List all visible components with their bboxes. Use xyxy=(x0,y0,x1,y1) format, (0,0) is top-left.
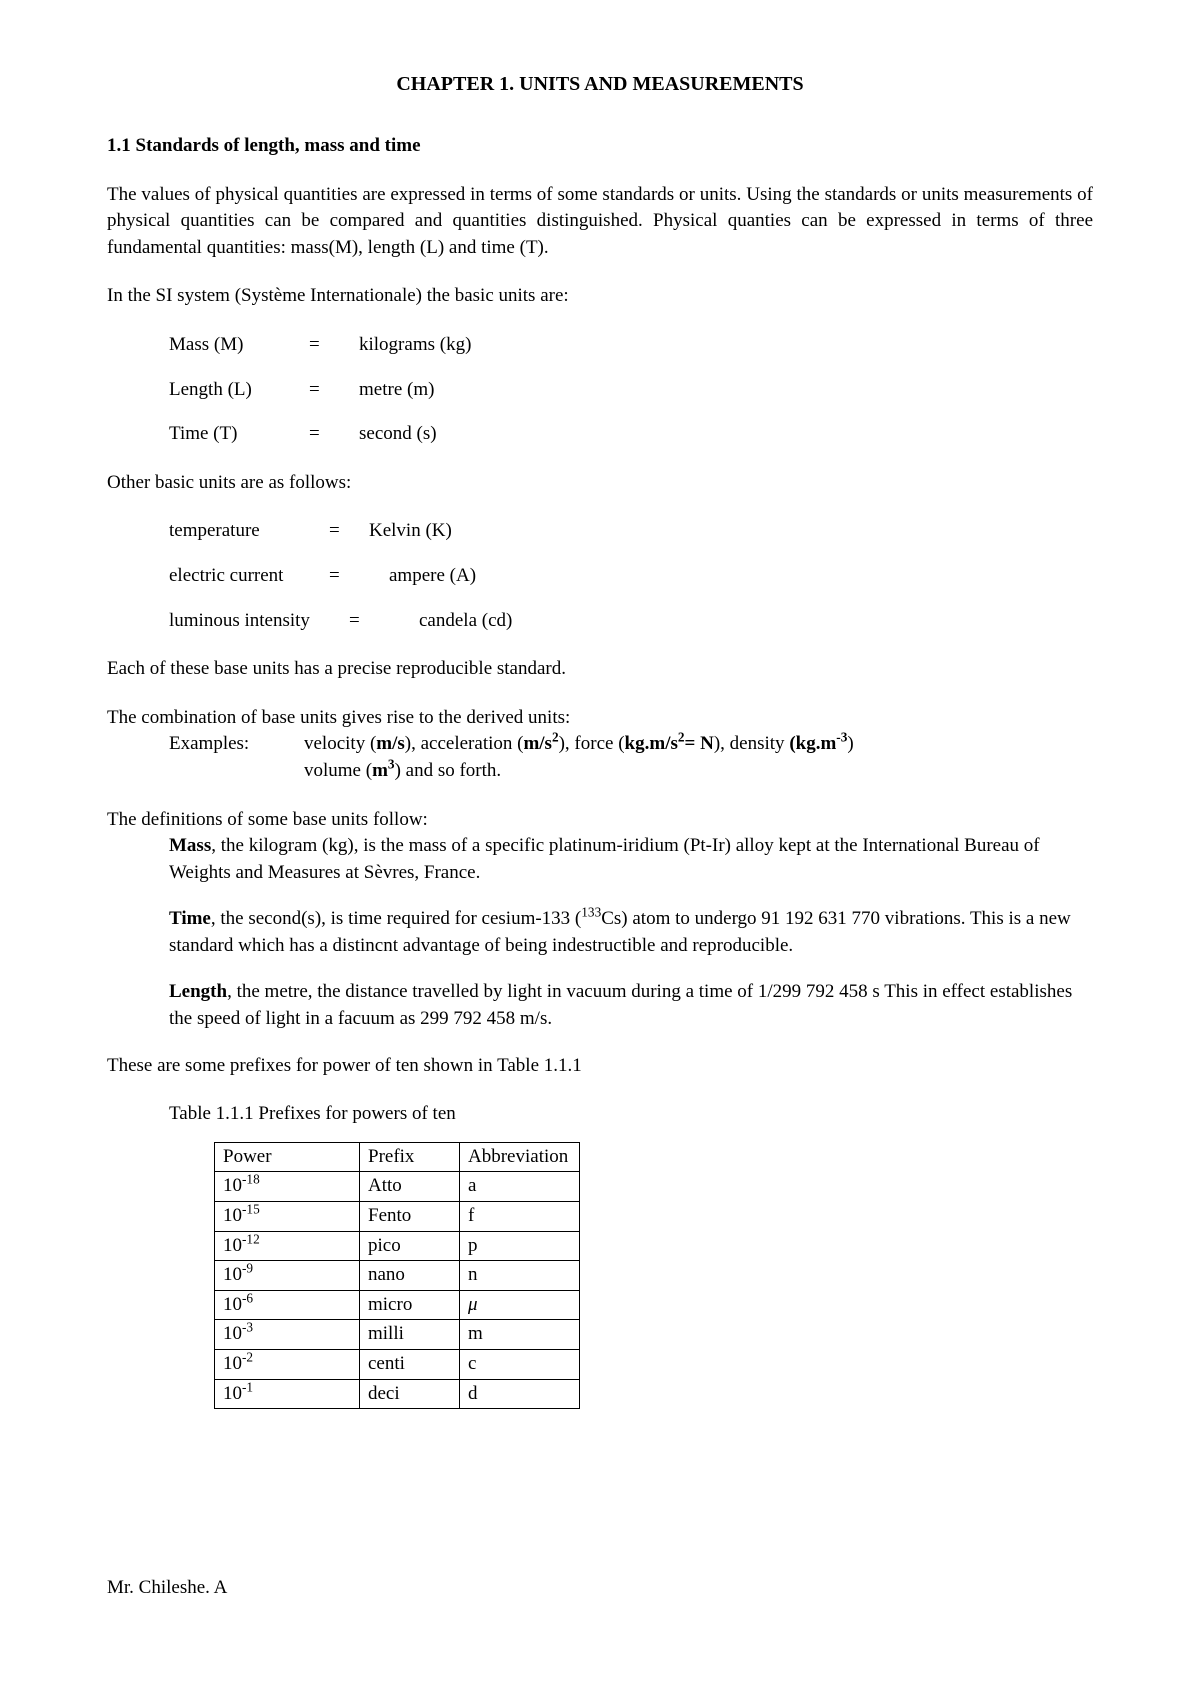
examples-label: Examples: xyxy=(169,731,304,758)
cell-power: 10-3 xyxy=(215,1320,360,1350)
prefix-table: Power Prefix Abbreviation 10-18Attoa10-1… xyxy=(214,1142,580,1409)
unit-value: ampere (A) xyxy=(389,563,476,590)
table-row: 10-1decid xyxy=(215,1379,580,1409)
def-length-label: Length xyxy=(169,981,227,1002)
paragraph-other-units: Other basic units are as follows: xyxy=(107,470,1093,497)
table-header-row: Power Prefix Abbreviation xyxy=(215,1142,580,1172)
paragraph-si-intro: In the SI system (Système Internationale… xyxy=(107,283,1093,310)
other-units-list: temperature = Kelvin (K) electric curren… xyxy=(169,518,1093,634)
unit-name: Mass (M) xyxy=(169,332,309,359)
def-mass-label: Mass xyxy=(169,835,211,856)
col-header-abbr: Abbreviation xyxy=(460,1142,580,1172)
unit-eq: = xyxy=(309,332,359,359)
cell-power: 10-18 xyxy=(215,1172,360,1202)
cell-power: 10-12 xyxy=(215,1231,360,1261)
cell-power: 10-9 xyxy=(215,1261,360,1291)
unit-row-current: electric current = ampere (A) xyxy=(169,563,1093,590)
paragraph-prefix-intro: These are some prefixes for power of ten… xyxy=(107,1053,1093,1080)
paragraph-reproducible: Each of these base units has a precise r… xyxy=(107,656,1093,683)
definition-mass: Mass, the kilogram (kg), is the mass of … xyxy=(169,833,1093,886)
def-length-text: , the metre, the distance travelled by l… xyxy=(169,981,1072,1029)
def-mass-text: , the kilogram (kg), is the mass of a sp… xyxy=(169,835,1040,883)
col-header-prefix: Prefix xyxy=(360,1142,460,1172)
cell-prefix: deci xyxy=(360,1379,460,1409)
unit-row-mass: Mass (M) = kilograms (kg) xyxy=(169,332,1093,359)
examples-text: velocity (m/s), acceleration (m/s2), for… xyxy=(304,731,1093,758)
table-row: 10-9nanon xyxy=(215,1261,580,1291)
unit-row-length: Length (L) = metre (m) xyxy=(169,377,1093,404)
cell-prefix: pico xyxy=(360,1231,460,1261)
chapter-title: CHAPTER 1. UNITS AND MEASUREMENTS xyxy=(107,70,1093,98)
unit-row-luminous: luminous intensity = candela (cd) xyxy=(169,608,1093,635)
table-row: 10-18Attoa xyxy=(215,1172,580,1202)
col-header-power: Power xyxy=(215,1142,360,1172)
paragraph-derived-intro: The combination of base units gives rise… xyxy=(107,705,1093,732)
cell-power: 10-15 xyxy=(215,1202,360,1232)
unit-value: candela (cd) xyxy=(419,608,512,635)
table-caption: Table 1.1.1 Prefixes for powers of ten xyxy=(169,1101,1093,1128)
examples-block: Examples: velocity (m/s), acceleration (… xyxy=(169,731,1093,784)
base-units-list: Mass (M) = kilograms (kg) Length (L) = m… xyxy=(169,332,1093,448)
unit-name: temperature xyxy=(169,518,329,545)
cell-prefix: micro xyxy=(360,1290,460,1320)
paragraph-intro: The values of physical quantities are ex… xyxy=(107,182,1093,262)
unit-name: Length (L) xyxy=(169,377,309,404)
cell-abbr: p xyxy=(460,1231,580,1261)
cell-abbr: d xyxy=(460,1379,580,1409)
unit-name: luminous intensity xyxy=(169,608,349,635)
unit-eq: = xyxy=(309,377,359,404)
unit-row-temperature: temperature = Kelvin (K) xyxy=(169,518,1093,545)
cell-power: 10-6 xyxy=(215,1290,360,1320)
cell-prefix: Fento xyxy=(360,1202,460,1232)
table-row: 10-3millim xyxy=(215,1320,580,1350)
def-time-text: , the second(s), is time required for ce… xyxy=(169,908,1071,956)
cell-abbr: n xyxy=(460,1261,580,1291)
cell-abbr: m xyxy=(460,1320,580,1350)
table-row: 10-2centic xyxy=(215,1350,580,1380)
unit-value: second (s) xyxy=(359,421,1093,448)
cell-abbr: f xyxy=(460,1202,580,1232)
cell-abbr: a xyxy=(460,1172,580,1202)
cell-abbr: c xyxy=(460,1350,580,1380)
unit-eq: = xyxy=(329,563,389,590)
page-footer-author: Mr. Chileshe. A xyxy=(107,1575,227,1602)
table-row: 10-6microμ xyxy=(215,1290,580,1320)
unit-eq: = xyxy=(349,608,419,635)
unit-name: Time (T) xyxy=(169,421,309,448)
cell-prefix: centi xyxy=(360,1350,460,1380)
unit-row-time: Time (T) = second (s) xyxy=(169,421,1093,448)
paragraph-definitions-intro: The definitions of some base units follo… xyxy=(107,807,1093,834)
cell-prefix: milli xyxy=(360,1320,460,1350)
unit-value: kilograms (kg) xyxy=(359,332,1093,359)
cell-prefix: nano xyxy=(360,1261,460,1291)
definition-length: Length, the metre, the distance travelle… xyxy=(169,979,1093,1032)
table-row: 10-15Fentof xyxy=(215,1202,580,1232)
cell-power: 10-1 xyxy=(215,1379,360,1409)
cell-prefix: Atto xyxy=(360,1172,460,1202)
table-row: 10-12picop xyxy=(215,1231,580,1261)
cell-power: 10-2 xyxy=(215,1350,360,1380)
unit-name: electric current xyxy=(169,563,329,590)
section-heading: 1.1 Standards of length, mass and time xyxy=(107,133,1093,160)
unit-eq: = xyxy=(329,518,369,545)
definition-time: Time, the second(s), is time required fo… xyxy=(169,906,1093,959)
examples-text-2: volume (m3) and so forth. xyxy=(304,758,1093,785)
unit-eq: = xyxy=(309,421,359,448)
unit-value: Kelvin (K) xyxy=(369,518,452,545)
def-time-label: Time xyxy=(169,908,211,929)
cell-abbr: μ xyxy=(460,1290,580,1320)
unit-value: metre (m) xyxy=(359,377,1093,404)
